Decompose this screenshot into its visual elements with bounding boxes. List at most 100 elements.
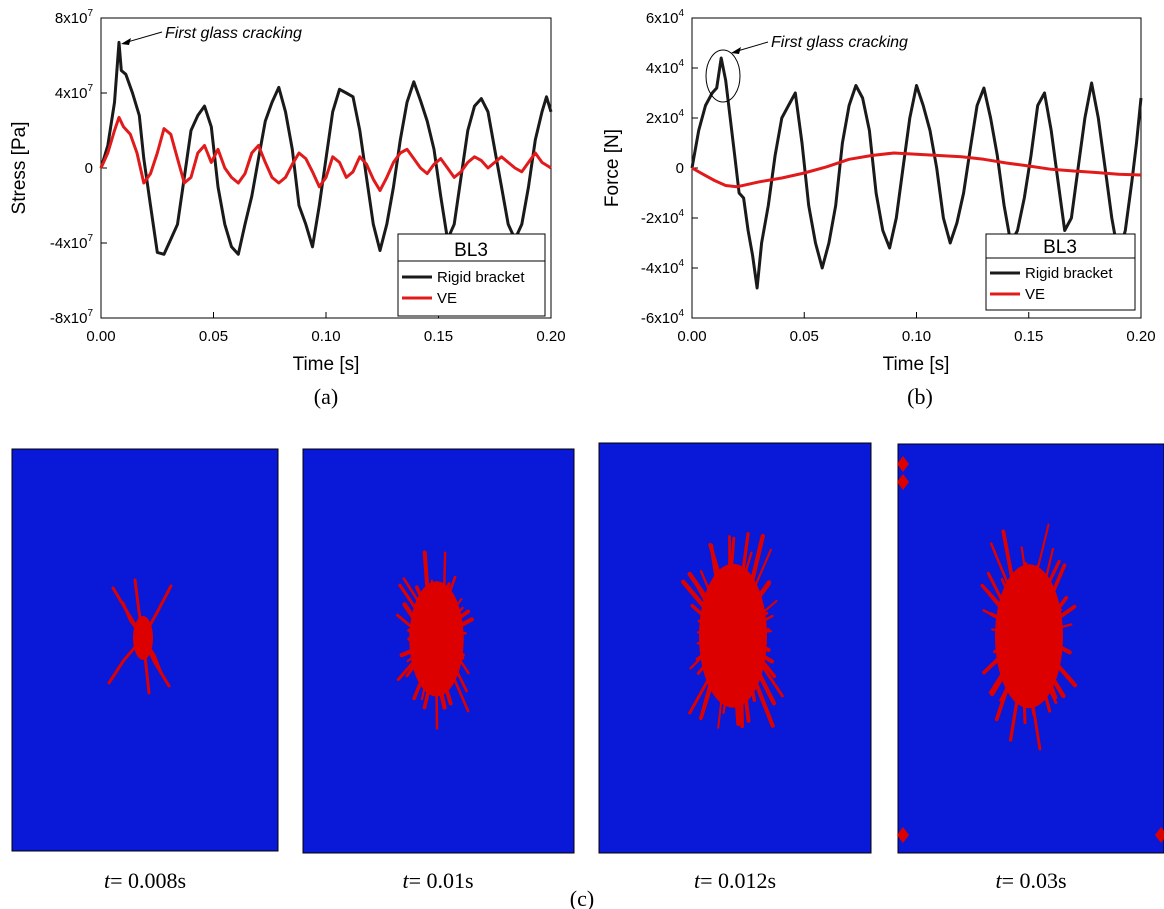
y-tick-label: 4x107 — [55, 83, 94, 102]
panel-label-b: (b) — [907, 384, 933, 409]
crack-line — [1027, 630, 1061, 638]
crack-line — [398, 583, 439, 641]
edge-damage-mark — [897, 827, 909, 843]
crack-line — [730, 580, 772, 638]
crack-line — [1027, 634, 1052, 713]
crack-line — [730, 633, 741, 727]
crack-line — [1027, 634, 1035, 716]
crack-pattern — [395, 550, 474, 730]
series-line-rigid-bracket — [690, 56, 1143, 290]
crack-line — [435, 637, 470, 675]
series-layer — [690, 56, 1143, 290]
y-tick-label: 0 — [676, 160, 684, 177]
crack-line — [731, 628, 771, 637]
snapshot-time-label: t= 0.03s — [995, 868, 1066, 893]
y-tick-label: 2x104 — [646, 108, 685, 127]
edge-damage-mark — [1155, 827, 1164, 843]
snapshot-time-label: t= 0.008s — [104, 868, 186, 893]
crack-line — [991, 628, 1031, 638]
crack-line — [987, 635, 1031, 670]
series-line-ve — [691, 151, 1142, 189]
y-tick-label: 6x104 — [646, 8, 685, 27]
y-tick-label: 4x104 — [646, 58, 685, 77]
panel-label-a: (a) — [314, 384, 338, 409]
crack-line — [1027, 635, 1068, 676]
crack-line — [435, 637, 439, 730]
crack-pattern — [107, 578, 173, 695]
crack-line — [696, 634, 735, 675]
time-value: = 0.01s — [409, 868, 474, 893]
crack-line — [1027, 523, 1050, 638]
crack-line — [731, 634, 756, 702]
snapshot-time-label: t= 0.012s — [694, 868, 776, 893]
annotation-arrow-head — [731, 47, 741, 54]
crack-line — [435, 575, 457, 641]
legend-box — [397, 233, 546, 317]
time-value: = 0.012s — [700, 868, 776, 893]
edge-damage-mark — [897, 474, 909, 490]
crack-line — [434, 617, 474, 642]
panel-label-c: (c) — [570, 886, 594, 909]
crack-line — [993, 634, 1031, 654]
time-variable: t — [104, 868, 111, 893]
annotation-ellipse — [705, 49, 741, 103]
y-tick-label: -4x107 — [50, 233, 94, 252]
time-value: = 0.008s — [110, 868, 186, 893]
crack-line — [696, 634, 735, 645]
crack-pattern — [897, 456, 1164, 843]
crack-line — [434, 636, 465, 660]
crack-line — [435, 631, 467, 641]
tick-layer: 0.00 0.05 0.10 0.15 0.20 8x107 4x107 0 -4x107 -8x… — [50, 8, 566, 345]
tick-layer: 0.00 0.05 0.10 0.15 0.20 6x104 4x104 2x104 0 -2x1… — [641, 8, 1156, 345]
crack-line — [422, 637, 439, 710]
crack-line — [986, 571, 1031, 638]
crack-line — [731, 634, 784, 698]
y-tick-label: 8x107 — [55, 8, 94, 27]
crack-line — [717, 634, 735, 729]
x-tick-label: 0.05 — [199, 328, 228, 345]
crack-snapshots: t= 0.008s t= 0.01s t= 0.012s t= 0.03s (c… — [11, 442, 1164, 909]
crack-line — [731, 551, 753, 637]
crack-line — [1027, 634, 1058, 700]
crack-pattern — [681, 532, 784, 729]
legend-label-ve: VE — [437, 290, 457, 307]
force-chart: 0.00 0.05 0.10 0.15 0.20 6x104 4x104 2x104 0 -2x1… — [602, 8, 1156, 409]
crack-line — [687, 571, 736, 638]
crack-line — [1027, 604, 1077, 639]
legend-label-rigid: Rigid bracket — [1025, 265, 1113, 282]
edge-damage-mark — [897, 456, 909, 472]
annotation-arrow-line — [123, 31, 163, 44]
crack-line — [1008, 634, 1031, 742]
snapshot-3: t= 0.03s — [897, 443, 1164, 893]
annotation-first-glass-cracking: First glass cracking — [165, 25, 302, 42]
crack-line — [988, 634, 1031, 694]
snapshot-0: t= 0.008s — [11, 448, 279, 893]
x-tick-label: 0.15 — [1014, 328, 1043, 345]
crack-core — [133, 615, 153, 660]
y-tick-label: -2x104 — [641, 208, 685, 227]
crack-line — [435, 637, 468, 693]
x-axis-title: Time [s] — [883, 354, 950, 375]
y-axis-title: Force [N] — [602, 129, 623, 207]
crack-line — [730, 633, 777, 706]
crack-line — [1027, 563, 1067, 639]
y-tick-label: -4x104 — [641, 258, 685, 277]
time-variable: t — [402, 868, 409, 893]
crack-line — [435, 637, 470, 713]
crack-line — [999, 634, 1031, 702]
crack-line — [696, 631, 735, 637]
crack-line — [395, 613, 438, 641]
time-variable: t — [694, 868, 701, 893]
crack-line — [688, 634, 735, 715]
x-tick-label: 0.15 — [424, 328, 453, 345]
legend-title: BL3 — [454, 240, 488, 261]
y-tick-label: -6x104 — [641, 308, 685, 327]
x-tick-label: 0.10 — [311, 328, 340, 345]
crack-line — [1026, 633, 1062, 655]
annotation-first-glass-cracking: First glass cracking — [771, 34, 908, 51]
legend-label-rigid: Rigid bracket — [437, 269, 525, 286]
x-tick-label: 0.20 — [536, 328, 565, 345]
crack-line — [731, 614, 774, 637]
legend-label-ve: VE — [1025, 286, 1045, 303]
